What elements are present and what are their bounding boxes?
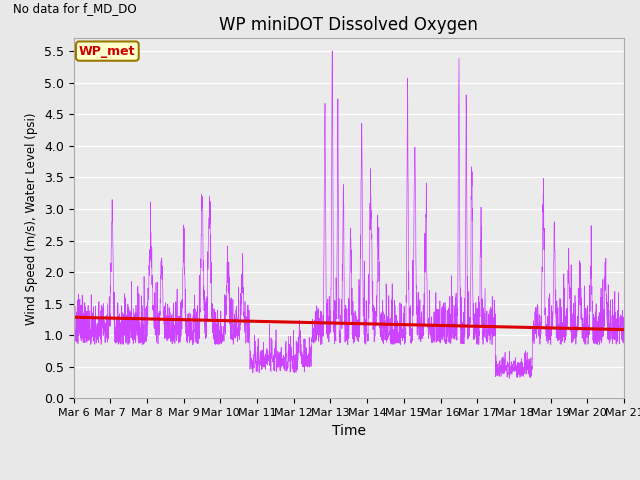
Title: WP miniDOT Dissolved Oxygen: WP miniDOT Dissolved Oxygen xyxy=(220,16,478,34)
X-axis label: Time: Time xyxy=(332,424,366,438)
Legend: WP_ws, f_WaterLevel: WP_ws, f_WaterLevel xyxy=(218,477,479,480)
Y-axis label: Wind Speed (m/s), Water Level (psi): Wind Speed (m/s), Water Level (psi) xyxy=(26,112,38,324)
Text: No data for f_MD_DO: No data for f_MD_DO xyxy=(13,2,137,15)
Text: WP_met: WP_met xyxy=(79,45,136,58)
